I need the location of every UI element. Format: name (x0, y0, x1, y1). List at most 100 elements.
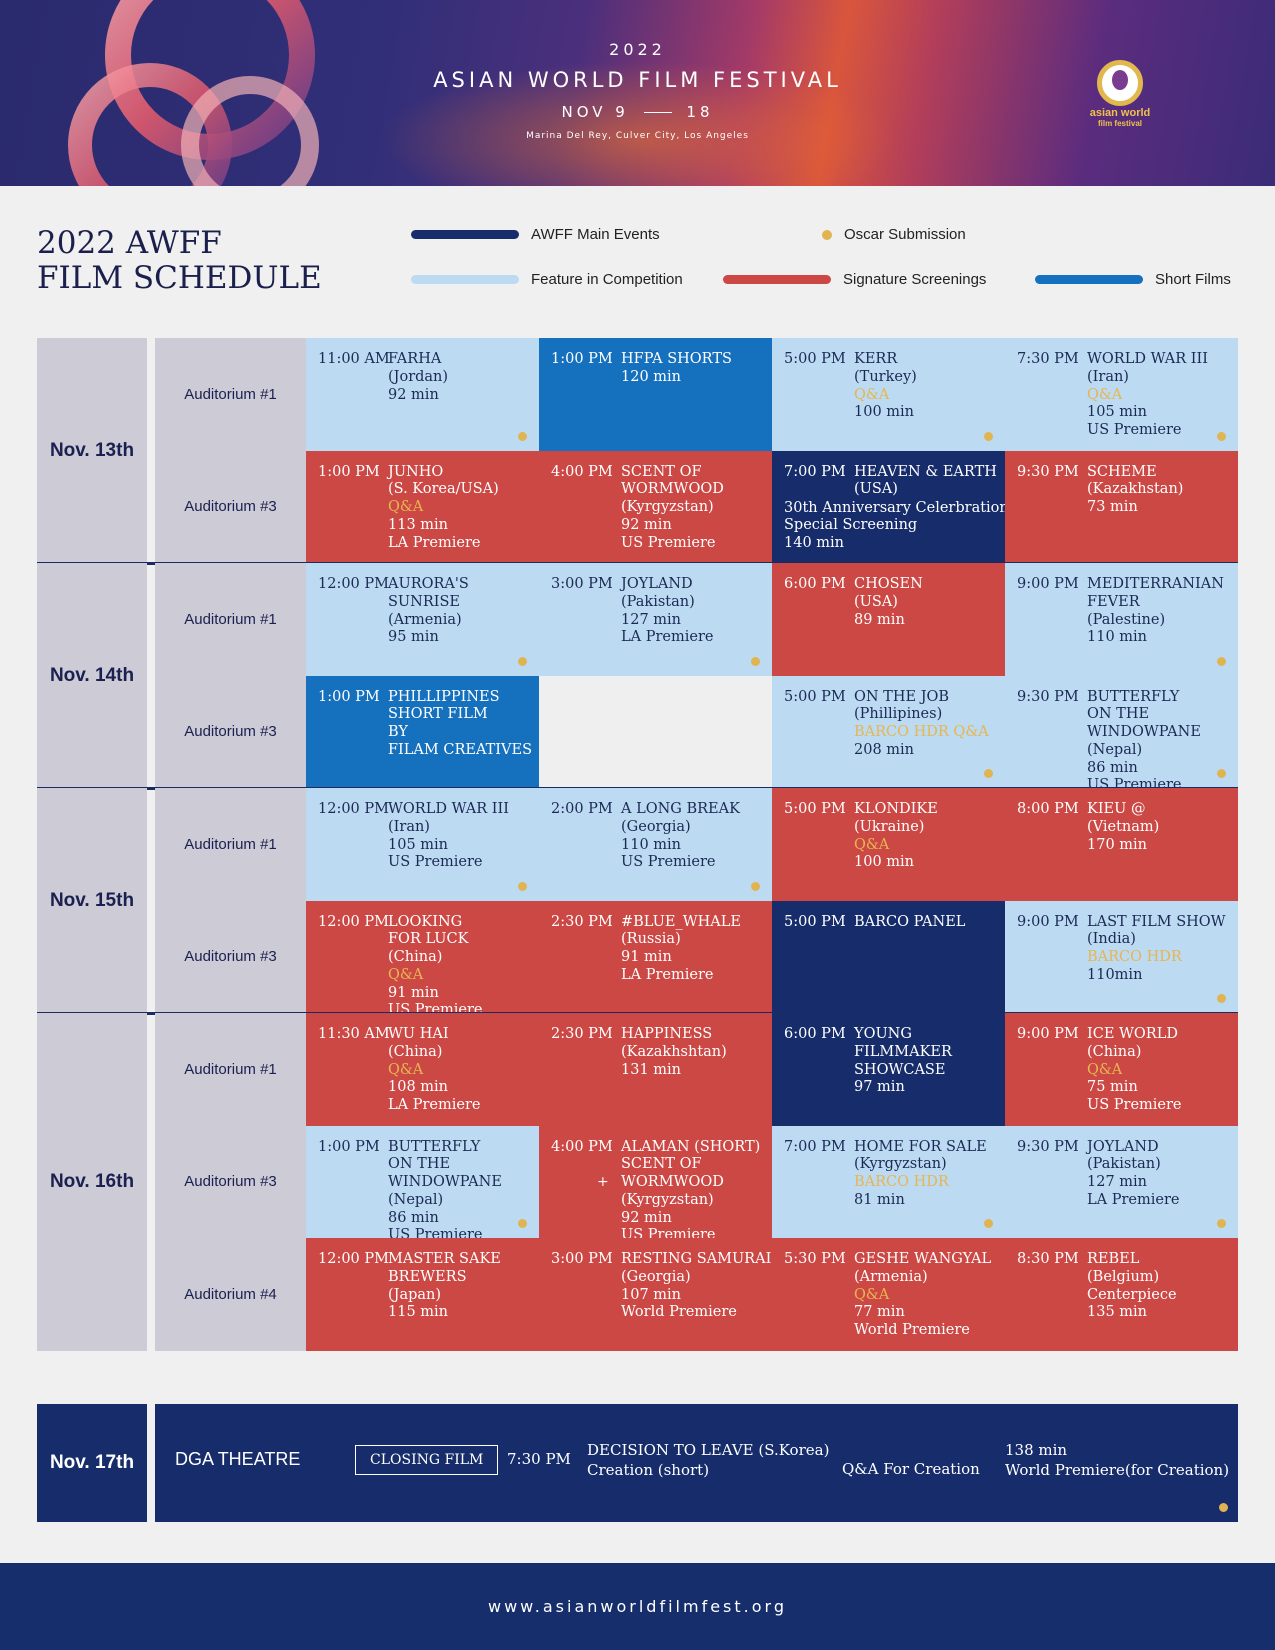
screening-slot[interactable]: 5:00 PM ON THE JOB (Phillipines) BARCO HDR … (772, 675, 1005, 788)
screening-slot[interactable]: 1:00 PM BUTTERFLY ON THE WINDOWPANE (Nepal) 8… (306, 1125, 539, 1238)
film-detail: LA Premiere (388, 534, 481, 551)
film-detail: US Premiere (388, 1227, 483, 1238)
screening-info: SCHEME (Kazakhstan) 73 min (1087, 464, 1236, 517)
film-detail: LA Premiere (1087, 1191, 1180, 1208)
film-detail: FILAM CREATIVES (388, 741, 533, 758)
screening-info: KLONDIKE (Ukraine) Q&A 100 min (854, 801, 1003, 872)
screening-info: RESTING SAMURAI (Georgia) 107 min World Pre… (621, 1251, 771, 1322)
screening-info: BUTTERFLY ON THE WINDOWPANE (Nepal) 86 min US… (1087, 689, 1236, 789)
film-detail: US Premiere (621, 534, 716, 551)
film-detail: (Georgia) (621, 1268, 691, 1285)
screening-slot[interactable]: 4:00 PM ALAMAN (SHORT) SCENT OF WORMWOOD (Ky… (539, 1125, 772, 1238)
header-banner: 2022 ASIAN WORLD FILM FESTIVAL NOV 9 18 … (0, 0, 1275, 186)
screening-slot[interactable]: 3:00 PM JOYLAND (Pakistan) 127 min LA Premie… (539, 563, 772, 676)
film-detail: Q&A (388, 966, 424, 983)
screening-slot[interactable]: 2:00 PM A LONG BREAK (Georgia) 110 min US Pr… (539, 788, 772, 901)
screening-time: 4:00 PM (551, 1138, 613, 1155)
film-title: #BLUE_WHALE (621, 913, 741, 930)
screening-time: 9:30 PM (1017, 688, 1079, 705)
film-detail: SUNRISE (388, 593, 461, 610)
closing-time: 7:30 PM (507, 1450, 571, 1468)
film-detail: US Premiere (1087, 1097, 1182, 1114)
screening-slot[interactable]: 9:00 PM ICE WORLD (China) Q&A 75 min US Premi… (1005, 1013, 1238, 1126)
oscar-dot-icon (1217, 769, 1226, 778)
screening-slot[interactable]: 9:30 PM JOYLAND (Pakistan) 127 min LA Premie… (1005, 1125, 1238, 1238)
screening-slot[interactable]: 5:00 PM KLONDIKE (Ukraine) Q&A 100 min (772, 788, 1005, 901)
screening-slot[interactable]: 3:00 PM RESTING SAMURAI (Georgia) 107 min Wo… (539, 1238, 772, 1351)
screening-slot[interactable]: 5:00 PM KERR (Turkey) Q&A 100 min (772, 338, 1005, 451)
screening-time: 5:00 PM (784, 688, 846, 705)
film-detail: (Jordan) (388, 368, 449, 385)
film-detail: Q&A (388, 499, 424, 516)
film-detail: 100 min (854, 854, 915, 871)
screening-time: 12:00 PM (318, 801, 389, 817)
film-detail: (Georgia) (621, 818, 691, 835)
oscar-dot-icon (518, 656, 527, 666)
film-detail: (Nepal) (388, 1191, 444, 1208)
screening-slot[interactable]: 6:00 PM YOUNG FILMMAKER SHOWCASE 97 min (772, 1013, 1005, 1126)
film-title: PHILLIPPINES (388, 688, 500, 705)
film-title: FARHA (388, 351, 442, 367)
closing-film-title: DECISION TO LEAVE (S.Korea) (587, 1441, 830, 1459)
screening-info: A LONG BREAK (Georgia) 110 min US Premiere (621, 801, 770, 872)
screening-time: 8:00 PM (1017, 801, 1079, 817)
film-title: YOUNG (854, 1026, 912, 1042)
film-detail: US Premiere (621, 1227, 716, 1238)
page-title: 2022 AWFF FILM SCHEDULE (37, 226, 322, 296)
screening-slot[interactable]: 11:30 AM WU HAI (China) Q&A 108 min LA Premie… (306, 1013, 539, 1126)
website-link[interactable]: www.asianworldfilmfest.org (488, 1597, 787, 1616)
film-title: KLONDIKE (854, 801, 938, 817)
film-detail: 92 min (621, 516, 672, 533)
screening-slot[interactable]: 7:00 PM HEAVEN & EARTH (USA) 30th Anniversa… (772, 450, 1005, 563)
banner-festival-name: ASIAN WORLD FILM FESTIVAL (433, 68, 842, 92)
screening-slot[interactable]: 1:00 PM JUNHO (S. Korea/USA) Q&A 113 min LA P… (306, 450, 539, 563)
film-detail: (Iran) (388, 818, 430, 835)
film-detail: World Premiere (854, 1322, 970, 1339)
oscar-dot-icon (518, 431, 527, 441)
screening-slot[interactable]: 2:30 PM HAPPINESS (Kazakhshtan) 131 min (539, 1013, 772, 1126)
screening-info: KIEU @ (Vietnam) 170 min (1087, 801, 1236, 854)
screening-slot[interactable]: 9:00 PM LAST FILM SHOW (India) BARCO HDR 110… (1005, 900, 1238, 1013)
auditorium-label: Auditorium #1 (155, 1013, 306, 1126)
screening-slot[interactable]: 9:30 PM SCHEME (Kazakhstan) 73 min (1005, 450, 1238, 563)
screening-extra: 30th Anniversary Celerbration Special Scr… (784, 500, 1005, 553)
screening-slot[interactable]: 6:00 PM CHOSEN (USA) 89 min (772, 563, 1005, 676)
screening-slot[interactable]: 12:00 PM AURORA'S SUNRISE (Armenia) 95 min (306, 563, 539, 676)
auditorium-label: Auditorium #4 (155, 1238, 306, 1351)
film-detail: (China) (388, 1043, 443, 1060)
film-detail: (Armenia) (388, 611, 462, 628)
screening-slot[interactable]: 9:00 PM MEDITERRANIAN FEVER (Palestine) 110 … (1005, 563, 1238, 676)
logo-line1: asian world (1089, 107, 1151, 119)
ribbon-rings-graphic (68, 0, 319, 186)
oscar-dot-icon (751, 881, 760, 891)
screening-slot[interactable]: 5:00 PM BARCO PANEL (772, 900, 1005, 1013)
screening-slot[interactable]: 7:30 PM WORLD WAR III (Iran) Q&A 105 min US P… (1005, 338, 1238, 451)
film-title: WORLD WAR III (1087, 351, 1208, 367)
film-detail: (S. Korea/USA) (388, 481, 499, 498)
film-detail: (Ukraine) (854, 818, 925, 835)
footer: www.asianworldfilmfest.org (0, 1563, 1275, 1650)
screening-info: SCENT OF WORMWOOD (Kyrgyzstan) 92 min US Pre… (621, 464, 770, 553)
screening-slot[interactable]: 5:30 PM GESHE WANGYAL (Armenia) Q&A 77 min Wo… (772, 1238, 1005, 1351)
screening-slot[interactable]: 12:00 PM MASTER SAKE BREWERS (Japan) 115 min (306, 1238, 539, 1351)
screening-slot[interactable]: 12:00 PM LOOKING FOR LUCK (China) Q&A 91 min U… (306, 900, 539, 1013)
film-detail: (Vietnam) (1087, 818, 1160, 835)
screening-info: ICE WORLD (China) Q&A 75 min US Premiere (1087, 1026, 1236, 1115)
screening-slot[interactable]: 1:00 PM HFPA SHORTS 120 min (539, 338, 772, 451)
oscar-dot-icon (984, 769, 993, 778)
film-detail: US Premiere (1087, 777, 1182, 788)
screening-slot[interactable]: 2:30 PM #BLUE_WHALE (Russia) 91 min LA Premi… (539, 900, 772, 1013)
film-detail: SHORT FILM (388, 706, 488, 723)
screening-slot[interactable]: 1:00 PM PHILLIPPINES SHORT FILM BY FILAM CRE… (306, 675, 539, 788)
screening-slot[interactable]: 4:00 PM SCENT OF WORMWOOD (Kyrgyzstan) 92 mi… (539, 450, 772, 563)
screening-slot[interactable]: 8:00 PM KIEU @ (Vietnam) 170 min (1005, 788, 1238, 901)
screening-info: JUNHO (S. Korea/USA) Q&A 113 min LA Premiere (388, 464, 537, 553)
closing-film-row: DGA THEATRE CLOSING FILM 7:30 PM DECISIO… (155, 1404, 1238, 1522)
plus-icon: + (597, 1173, 609, 1190)
screening-slot[interactable]: 12:00 PM WORLD WAR III (Iran) 105 min US Pre… (306, 788, 539, 901)
screening-slot[interactable]: 7:00 PM HOME FOR SALE (Kyrgyzstan) BARCO HD… (772, 1125, 1005, 1238)
legend-label: AWFF Main Events (531, 226, 660, 243)
screening-slot[interactable]: 9:30 PM BUTTERFLY ON THE WINDOWPANE (Nepal) 8… (1005, 675, 1238, 789)
screening-slot[interactable]: 11:00 AM FARHA (Jordan) 92 min (306, 338, 539, 451)
screening-slot[interactable]: 8:30 PM REBEL (Belgium) Centerpiece 135 min (1005, 1238, 1238, 1351)
